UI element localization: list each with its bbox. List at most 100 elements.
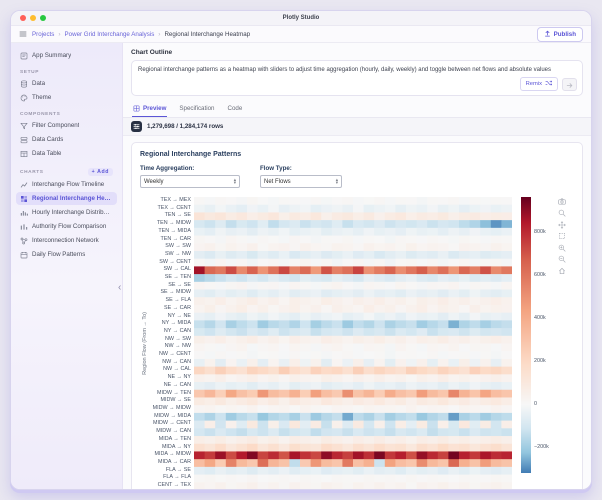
y-tick-label: FLA → FLA (163, 474, 191, 481)
sidebar-item-filter-component[interactable]: Filter Component (16, 119, 117, 132)
sidebar-item-daily-flow-patterns[interactable]: Daily Flow Patterns (16, 248, 117, 261)
upload-icon (544, 30, 551, 39)
y-tick-label: SE → FLA (165, 297, 191, 304)
flow-type-select[interactable]: Net Flows ▴ ▾ (260, 175, 342, 188)
publish-button[interactable]: Publish (536, 26, 583, 42)
chart-outline-section: Chart Outline Regional interchange patte… (123, 43, 591, 96)
sidebar-collapse-handle[interactable]: ‹ (118, 282, 122, 293)
plot-modebar (557, 197, 569, 489)
window-title: Plotly Studio (282, 15, 320, 21)
modebar-box-select-icon[interactable] (557, 232, 567, 241)
send-button[interactable] (562, 77, 577, 91)
sidebar-item-interconnection-network-label: Interconnection Network (32, 237, 99, 244)
sidebar-item-theme[interactable]: Theme (16, 91, 117, 104)
modebar-zoom-out-icon[interactable] (557, 255, 567, 264)
chart-card: Regional Interchange Patterns Time Aggre… (131, 142, 583, 489)
modebar-camera-icon[interactable] (557, 197, 567, 206)
minimize-window-button[interactable] (30, 15, 36, 21)
chart-outline-title: Chart Outline (131, 49, 173, 56)
heatmap-canvas[interactable] (194, 197, 512, 489)
y-tick-label: MIDW → TEN (156, 389, 191, 396)
menu-icon[interactable] (19, 30, 27, 38)
remix-button[interactable]: Remix (519, 77, 558, 91)
breadcrumb: Projects › Power Grid Interchange Analysis… (32, 31, 250, 38)
breadcrumb-project[interactable]: Power Grid Interchange Analysis (64, 30, 155, 38)
time-aggregation-select-group: Time Aggregation: Weekly ▴ ▾ (140, 165, 240, 188)
tab-code[interactable]: Code (226, 104, 243, 117)
shuffle-icon (545, 80, 553, 88)
modebar-zoom-icon[interactable] (557, 209, 567, 218)
y-tick-label: MIDW → CAN (156, 428, 191, 435)
maximize-window-button[interactable] (40, 15, 46, 21)
sidebar-item-regional-interchange-heatmap[interactable]: Regional Interchange Heatmap (16, 192, 117, 205)
remix-label: Remix (525, 81, 542, 87)
chart-outline-input[interactable]: Regional interchange patterns as a heatm… (131, 60, 583, 96)
sidebar-item-daily-flow-patterns-label: Daily Flow Patterns (32, 251, 86, 258)
y-tick-label: MIDA → MIDW (154, 451, 191, 458)
y-tick-label: NW → CENT (158, 351, 191, 358)
y-tick-label: TEX → CENT (157, 204, 191, 211)
breadcrumb-projects[interactable]: Projects (32, 30, 55, 38)
y-tick-label: MIDA → NY (161, 443, 191, 450)
sidebar-item-data-cards[interactable]: Data Cards (16, 133, 117, 146)
sidebar-item-app-summary[interactable]: App Summary (16, 49, 117, 62)
sidebar-item-interchange-flow-timeline[interactable]: Interchange Flow Timeline (16, 178, 117, 191)
y-tick-label: NY → CAN (163, 327, 191, 334)
row-count-text: 1,279,698 / 1,284,174 rows (147, 123, 224, 130)
section-label-components: COMPONENTS (20, 112, 61, 117)
tab-specification[interactable]: Specification (178, 104, 215, 117)
y-tick-label: SE → SE (168, 281, 191, 288)
flow-type-select-group: Flow Type: Net Flows ▴ ▾ (260, 165, 342, 188)
main-panel: Chart Outline Regional interchange patte… (123, 43, 591, 489)
network-icon (20, 237, 28, 245)
histogram-icon (20, 209, 28, 217)
y-tick-label: MIDA → TEN (158, 435, 191, 442)
sidebar-item-hourly-interchange-distribution-label: Hourly Interchange Distribution (32, 209, 113, 216)
y-tick-label: NY → MIDA (161, 320, 191, 327)
breadcrumb-separator: › (58, 30, 61, 38)
sidebar-item-data-cards-label: Data Cards (32, 136, 64, 143)
y-tick-label: MIDW → CENT (152, 420, 191, 427)
theme-icon (20, 94, 28, 102)
table-icon (20, 150, 28, 158)
view-tabs: Preview Specification Code (123, 99, 591, 118)
y-tick-label: MIDA → CAR (158, 458, 191, 465)
tab-specification-label: Specification (179, 105, 215, 112)
heatmap-plot: Region Flow (From → To) TEX → MEX TEX → C… (140, 197, 574, 489)
modebar-pan-icon[interactable] (557, 220, 567, 229)
close-window-button[interactable] (20, 15, 26, 21)
sidebar-item-authority-flow-comparison[interactable]: Authority Flow Comparison (16, 220, 117, 233)
time-aggregation-select-value: Weekly (144, 178, 164, 185)
tab-code-label: Code (227, 105, 243, 112)
y-tick-label: NW → NW (164, 343, 191, 350)
y-tick-label: MIDW → SE (160, 397, 191, 404)
sidebar-item-hourly-interchange-distribution[interactable]: Hourly Interchange Distribution (16, 206, 117, 219)
sidebar-item-theme-label: Theme (32, 94, 52, 101)
y-tick-label: SW → CENT (159, 258, 191, 265)
tab-preview[interactable]: Preview (132, 104, 168, 117)
bar-chart-icon (20, 223, 28, 231)
y-tick-label: SE → TEN (164, 274, 191, 281)
modebar-home-icon[interactable] (557, 266, 567, 275)
y-tick-label: NE → CAN (163, 381, 191, 388)
y-tick-label: NY → NE (167, 312, 191, 319)
section-label-charts: CHARTS + Add (20, 168, 113, 176)
sidebar-item-data-table[interactable]: Data Table (16, 147, 117, 160)
modebar-zoom-in-icon[interactable] (557, 243, 567, 252)
app-summary-icon (20, 52, 28, 60)
time-aggregation-select[interactable]: Weekly ▴ ▾ (140, 175, 240, 188)
y-tick-label: SW → NW (164, 250, 191, 257)
database-icon (20, 79, 28, 88)
sidebar-item-filter-component-label: Filter Component (32, 122, 80, 129)
sidebar-item-data-label: Data (32, 80, 46, 87)
sidebar-item-regional-interchange-heatmap-label: Regional Interchange Heatmap (32, 195, 113, 202)
sidebar-item-authority-flow-comparison-label: Authority Flow Comparison (32, 223, 107, 230)
dataset-filter-icon[interactable] (131, 121, 142, 132)
colorbar-tick-label: 800k (534, 228, 546, 235)
add-chart-button[interactable]: + Add (87, 168, 113, 176)
sidebar-item-data[interactable]: Data (16, 77, 117, 90)
time-aggregation-select-label: Time Aggregation: (140, 165, 195, 172)
sidebar-item-interconnection-network[interactable]: Interconnection Network (16, 234, 117, 247)
y-tick-label: SE → CAR (164, 304, 191, 311)
